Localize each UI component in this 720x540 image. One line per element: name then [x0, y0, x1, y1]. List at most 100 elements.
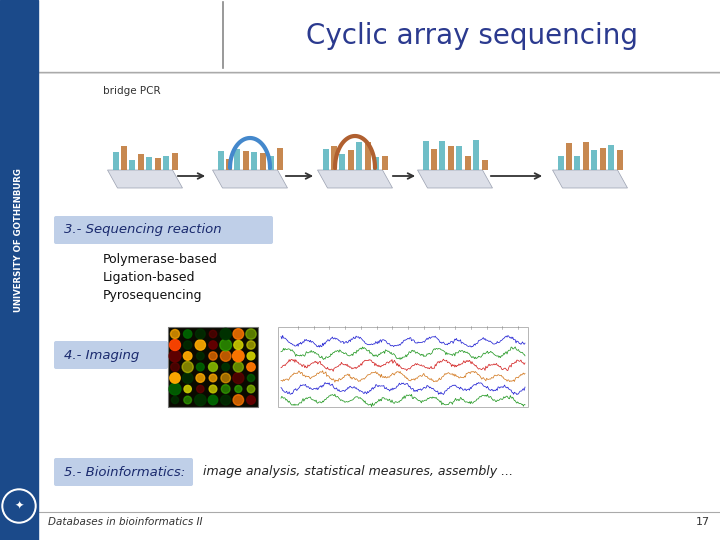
Polygon shape [418, 170, 492, 188]
Text: Polymerase-based: Polymerase-based [103, 253, 218, 267]
Circle shape [210, 330, 217, 338]
Bar [423, 140, 428, 170]
Bar [600, 148, 606, 170]
Text: Cyclic array sequencing: Cyclic array sequencing [305, 22, 637, 50]
Bar [557, 156, 564, 170]
Circle shape [184, 352, 192, 360]
Text: 3.- Sequencing reaction: 3.- Sequencing reaction [64, 224, 222, 237]
Bar [608, 145, 614, 170]
Circle shape [197, 386, 204, 393]
Bar [278, 327, 528, 407]
Bar [155, 158, 161, 170]
Bar [130, 160, 135, 170]
Circle shape [184, 386, 192, 393]
Bar [251, 152, 257, 170]
Circle shape [184, 396, 192, 404]
Circle shape [233, 329, 243, 339]
Circle shape [220, 328, 231, 340]
Circle shape [246, 329, 256, 339]
Text: Ligation-based: Ligation-based [103, 272, 196, 285]
Circle shape [182, 361, 193, 373]
Polygon shape [552, 170, 628, 188]
Bar [431, 149, 437, 170]
Bar [112, 152, 119, 170]
Text: bridge PCR: bridge PCR [103, 86, 161, 96]
FancyBboxPatch shape [54, 458, 193, 486]
Circle shape [247, 352, 255, 360]
Text: Databases in bioinformatics II: Databases in bioinformatics II [48, 517, 202, 527]
Bar [591, 150, 597, 170]
Circle shape [235, 386, 242, 393]
Circle shape [220, 339, 232, 351]
Circle shape [195, 340, 205, 350]
Bar [168, 327, 258, 407]
Text: 5.- Bioinformatics:: 5.- Bioinformatics: [64, 465, 185, 478]
Circle shape [221, 384, 230, 393]
Circle shape [171, 396, 179, 403]
Bar [268, 156, 274, 170]
Circle shape [247, 396, 256, 404]
Circle shape [248, 374, 255, 382]
Text: 17: 17 [696, 517, 710, 527]
Bar [146, 157, 152, 170]
Bar [217, 151, 223, 170]
Bar [616, 150, 623, 170]
Bar [339, 154, 346, 170]
Text: image analysis, statistical measures, assembly ...: image analysis, statistical measures, as… [203, 465, 513, 478]
Bar [439, 140, 446, 170]
Circle shape [197, 363, 204, 371]
Bar [566, 143, 572, 170]
Bar [582, 141, 589, 170]
Bar [364, 142, 371, 170]
Bar [356, 142, 362, 170]
Circle shape [247, 363, 255, 371]
Text: UNIVERSITY OF GOTHENBURG: UNIVERSITY OF GOTHENBURG [14, 168, 24, 312]
Bar [226, 159, 232, 170]
Circle shape [233, 350, 244, 362]
Bar [482, 160, 487, 170]
Bar [473, 140, 479, 170]
Circle shape [169, 383, 181, 395]
Polygon shape [107, 170, 182, 188]
Text: ✦: ✦ [14, 501, 24, 511]
Circle shape [221, 373, 230, 383]
Bar [323, 149, 328, 170]
Circle shape [233, 395, 243, 405]
Circle shape [169, 350, 181, 362]
Circle shape [182, 373, 193, 383]
Bar [464, 156, 471, 170]
Circle shape [234, 340, 243, 349]
FancyBboxPatch shape [54, 341, 168, 369]
Bar [260, 153, 266, 170]
Circle shape [220, 350, 231, 361]
Bar [121, 146, 127, 170]
Bar [243, 151, 249, 170]
Bar [331, 146, 337, 170]
Bar [575, 156, 580, 170]
Bar [382, 156, 387, 170]
Circle shape [171, 329, 179, 339]
Bar [171, 153, 178, 170]
Bar [163, 156, 169, 170]
Circle shape [197, 352, 204, 360]
Circle shape [2, 489, 36, 523]
Circle shape [169, 340, 181, 350]
Circle shape [184, 330, 192, 338]
Text: 4.- Imaging: 4.- Imaging [64, 348, 139, 361]
Bar [138, 154, 144, 170]
Circle shape [194, 394, 206, 406]
Circle shape [210, 374, 217, 382]
Bar [234, 149, 240, 170]
Bar [448, 146, 454, 170]
Circle shape [209, 341, 217, 349]
Bar [276, 147, 282, 170]
Circle shape [221, 395, 230, 405]
Circle shape [222, 363, 230, 371]
Circle shape [195, 329, 205, 339]
Circle shape [170, 373, 180, 383]
Bar [348, 150, 354, 170]
Circle shape [233, 373, 244, 383]
Circle shape [209, 352, 217, 360]
Text: Pyrosequencing: Pyrosequencing [103, 289, 202, 302]
Circle shape [247, 385, 255, 393]
